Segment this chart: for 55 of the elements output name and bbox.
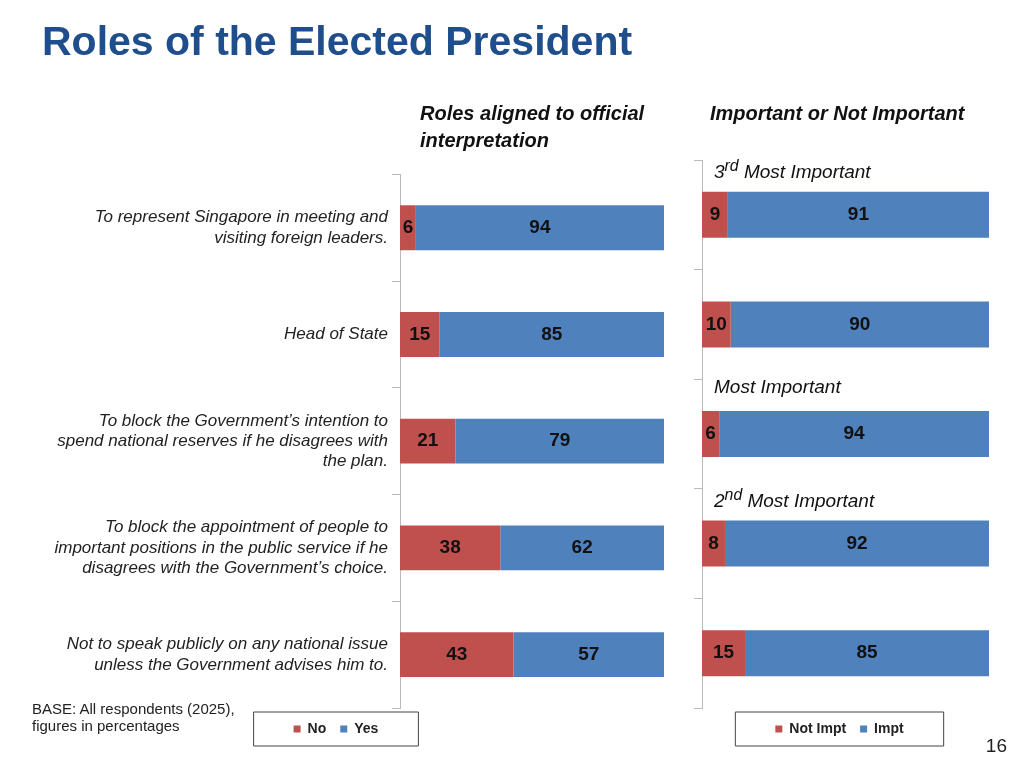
legend-label: Yes (354, 719, 379, 736)
bar (400, 632, 514, 678)
text: 16 (985, 735, 1007, 757)
bar (727, 191, 989, 238)
annotation: 3$^{rd}$ Most Important (714, 156, 871, 184)
text: BASE: All respondents (2025), figures in percentages (32, 700, 236, 734)
data-label: 92 (846, 531, 868, 553)
bar (719, 410, 989, 458)
bar (730, 301, 989, 348)
data-label: 79 (549, 429, 571, 451)
bar (702, 630, 746, 677)
bar (702, 520, 725, 567)
data-label: 6 (705, 422, 716, 444)
annotation: 2$^{nd}$ Most Important (714, 485, 875, 512)
data-label: 9 (709, 203, 721, 225)
data-label: 6 (402, 215, 414, 237)
bar (702, 191, 728, 238)
chart-subtitle: Roles aligned to official interpretation (420, 101, 646, 153)
y-tick-label: To represent Singapore in meeting and visiting foreign leaders. (94, 207, 389, 247)
bar (455, 418, 664, 464)
y-tick-label: To block the appointment of people to important positions in the public service if he disagrees with the Government’s choice. (54, 517, 388, 578)
data-label: 38 (439, 536, 461, 558)
data-label: 90 (849, 312, 871, 334)
data-label: 62 (571, 536, 593, 558)
bar (439, 312, 664, 357)
bar (400, 525, 501, 571)
data-label: 94 (529, 215, 551, 237)
data-label: 85 (541, 322, 563, 344)
bar (702, 301, 731, 348)
bar (500, 525, 664, 571)
chart-title: Roles of the Elected President (42, 18, 633, 65)
data-label: 94 (843, 422, 866, 444)
bar (400, 312, 440, 357)
data-label: 10 (705, 312, 727, 334)
bar (513, 632, 664, 678)
data-label: 91 (847, 203, 870, 225)
bar (724, 520, 989, 567)
bar (745, 630, 989, 677)
data-label: 15 (712, 641, 735, 663)
bar (415, 205, 664, 251)
y-tick-label: Not to speak publicly on any national issue unless the Government advises him to. (66, 634, 388, 674)
data-label: 21 (417, 429, 439, 451)
bar (400, 418, 456, 464)
y-tick-label: To block the Government’s intention to spend national reserves if he disagrees with the plan. (57, 410, 388, 471)
data-label: 85 (856, 641, 879, 663)
annotation: Most Important (714, 376, 841, 398)
data-label: 43 (446, 642, 468, 664)
legend-label: No (307, 719, 327, 736)
chart-subtitle: Important or Not Important (710, 101, 966, 126)
data-label: 57 (578, 642, 600, 664)
legend-label: Impt (874, 719, 904, 736)
y-tick-label: Head of State (284, 324, 388, 344)
data-label: 15 (409, 322, 431, 344)
legend-label: Not Impt (789, 719, 847, 736)
data-label: 8 (708, 531, 719, 553)
